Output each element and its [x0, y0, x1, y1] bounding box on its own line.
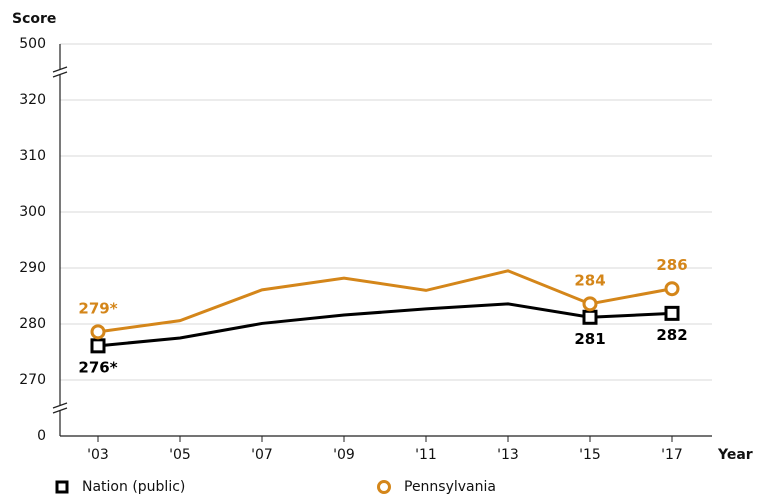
data-label: 282 — [656, 326, 687, 344]
axis-break — [52, 71, 68, 78]
x-tick-label: '11 — [415, 447, 437, 463]
series-line — [97, 302, 673, 348]
legend-label: Pennsylvania — [404, 479, 496, 495]
data-label: 279* — [78, 299, 117, 317]
marker — [582, 296, 598, 312]
x-tick-label: '05 — [169, 447, 191, 463]
x-tick-label: '13 — [497, 447, 519, 463]
x-tick-label: '07 — [251, 447, 273, 463]
marker — [90, 338, 106, 354]
marker — [90, 324, 106, 340]
marker — [582, 309, 598, 325]
y-tick-label: 270 — [19, 372, 46, 388]
legend-label: Nation (public) — [82, 479, 185, 495]
x-tick-label: '09 — [333, 447, 355, 463]
data-label: 276* — [78, 358, 117, 376]
legend-marker — [55, 480, 69, 494]
data-label: 286 — [656, 256, 687, 274]
y-tick-label: 280 — [19, 316, 46, 332]
y-tick-label: 0 — [37, 428, 46, 444]
y-tick-label: 320 — [19, 92, 46, 108]
y-tick-label: 300 — [19, 204, 46, 220]
marker — [664, 305, 680, 321]
x-tick-label: '03 — [87, 447, 109, 463]
y-tick-label: 500 — [19, 36, 46, 52]
axis-break-gap — [54, 405, 66, 411]
y-tick-label: 310 — [19, 148, 46, 164]
y-tick-label: 290 — [19, 260, 46, 276]
series-line — [97, 269, 673, 334]
x-tick-label: '17 — [661, 447, 683, 463]
data-label: 284 — [574, 271, 605, 289]
data-label: 281 — [574, 330, 605, 348]
x-axis-label: Year — [717, 447, 753, 463]
legend-marker — [377, 480, 391, 494]
axis-break-gap — [54, 69, 66, 75]
axis-break — [52, 402, 68, 409]
y-axis-label: Score — [12, 11, 56, 27]
axis-break — [52, 66, 68, 73]
x-tick-label: '15 — [579, 447, 601, 463]
marker — [664, 281, 680, 297]
axis-break — [52, 407, 68, 414]
